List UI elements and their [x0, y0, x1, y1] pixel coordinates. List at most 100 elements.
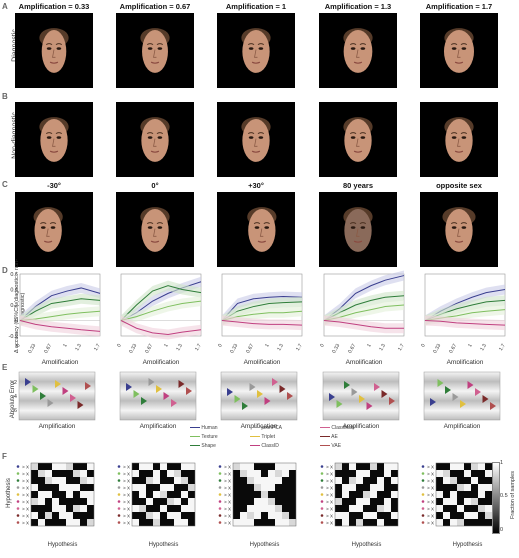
matrix-rowdot-2-4 — [218, 493, 222, 496]
matrix-cell-0-1 — [38, 463, 45, 470]
matrix-cell-2-62 — [289, 505, 296, 512]
matrix-cell-1-18 — [132, 477, 139, 484]
ci-band-0-0 — [20, 282, 100, 326]
matrix-cell-1-73 — [139, 519, 146, 526]
matrix-cell-0-73 — [38, 519, 45, 526]
matrix-rowdot-0-3 — [16, 486, 20, 489]
matrix-cell-1-67 — [160, 512, 167, 519]
matrix-cell-1-75 — [153, 519, 160, 526]
error-marker-4-0 — [430, 398, 436, 406]
error-marker-3-8 — [389, 397, 395, 405]
error-marker-1-3 — [148, 378, 155, 386]
matrix-cell-0-30 — [52, 484, 59, 491]
matrix-rowmark-1-3: > X — [123, 486, 130, 491]
matrix-rowmark-1-4: > X — [123, 493, 130, 498]
matrix-rowmark-4-2: > X — [427, 479, 434, 484]
matrix-cell-1-6 — [174, 463, 181, 470]
matrix-frame-2 — [232, 462, 297, 527]
matrix-cell-2-42 — [275, 491, 282, 498]
error-marker-3-5 — [366, 402, 373, 410]
matrix-cell-3-55 — [342, 505, 349, 512]
matrix-cell-4-14 — [471, 470, 478, 477]
panel-letter-e: E — [2, 363, 8, 372]
matrix-cell-0-47 — [45, 498, 52, 505]
matrix-cell-3-76 — [363, 519, 370, 526]
matrix-cell-0-16 — [80, 470, 87, 477]
matrix-cell-4-30 — [457, 484, 464, 491]
error-marker-1-7 — [178, 380, 185, 388]
matrix-rowmark-4-4: > X — [427, 493, 434, 498]
matrix-rowdot-4-6 — [421, 507, 425, 510]
line-xtick-3-1: 0.33 — [331, 343, 341, 355]
matrix-xlabel-4: Hypothesis — [453, 542, 483, 548]
colorbar-tick-05: 0.5 — [500, 493, 508, 499]
face-nondiagnostic-4 — [420, 102, 498, 177]
line-xtick-2-3: 1 — [264, 343, 271, 349]
matrix-cell-1-13 — [160, 470, 167, 477]
line-xtick-3-0: 0 — [319, 343, 326, 349]
matrix-cell-1-11 — [146, 470, 153, 477]
matrix-rowmark-4-0: > X — [427, 465, 434, 470]
matrix-cell-0-27 — [31, 484, 38, 491]
matrix-cell-1-27 — [132, 484, 139, 491]
error-marker-2-7 — [279, 385, 286, 393]
matrix-cell-4-41 — [471, 491, 478, 498]
series-line-3-3 — [323, 320, 404, 329]
matrix-rowdot-4-5 — [421, 500, 425, 503]
matrix-cell-1-44 — [188, 491, 195, 498]
matrix-rowmark-3-2: > X — [326, 479, 333, 484]
error-marker-4-5 — [467, 381, 474, 389]
matrix-cell-4-48 — [457, 498, 464, 505]
matrix-xlabel-3: Hypothesis — [352, 542, 382, 548]
matrix-cell-0-55 — [38, 505, 45, 512]
matrix-cell-3-44 — [391, 491, 398, 498]
matrix-cell-1-1 — [139, 463, 146, 470]
matrix-cell-4-42 — [478, 491, 485, 498]
matrix-cell-2-13 — [261, 470, 268, 477]
matrix-cell-4-31 — [464, 484, 471, 491]
matrix-cell-2-54 — [233, 505, 240, 512]
face-transform-3 — [319, 192, 397, 267]
matrix-cell-0-43 — [80, 491, 87, 498]
title-80years: 80 years — [342, 181, 374, 190]
matrix-rowdot-3-7 — [320, 514, 324, 517]
matrix-rowdot-1-3 — [117, 486, 121, 489]
matrix-rowmark-3-5: > X — [326, 500, 333, 505]
matrix-cell-2-72 — [233, 519, 240, 526]
matrix-cell-1-31 — [160, 484, 167, 491]
matrix-cell-0-4 — [59, 463, 66, 470]
line-xtick-4-0: 0 — [420, 343, 427, 349]
matrix-cell-0-29 — [45, 484, 52, 491]
matrix-cell-0-45 — [31, 498, 38, 505]
matrix-cell-3-2 — [349, 463, 356, 470]
matrix-cell-2-59 — [268, 505, 275, 512]
matrix-cell-3-6 — [377, 463, 384, 470]
matrix-rowdot-3-4 — [320, 493, 324, 496]
matrix-cell-2-5 — [268, 463, 275, 470]
matrix-cell-4-68 — [471, 512, 478, 519]
error-marker-3-6 — [374, 383, 380, 391]
title-minus30: -30° — [47, 181, 61, 190]
matrix-cell-1-17 — [188, 470, 195, 477]
matrix-cell-2-49 — [261, 498, 268, 505]
matrix-cell-3-13 — [363, 470, 370, 477]
matrix-cell-3-28 — [342, 484, 349, 491]
matrix-rowmark-2-0: > X — [224, 465, 231, 470]
matrix-cell-1-14 — [167, 470, 174, 477]
matrix-rowdot-0-8 — [16, 521, 20, 524]
error-marker-1-5 — [163, 392, 170, 400]
matrix-cell-4-46 — [443, 498, 450, 505]
matrix-cell-3-8 — [391, 463, 398, 470]
matrix-cell-4-22 — [464, 477, 471, 484]
matrix-cell-1-3 — [153, 463, 160, 470]
matrix-cell-1-48 — [153, 498, 160, 505]
matrix-cell-2-18 — [233, 477, 240, 484]
error-marker-2-4 — [257, 390, 263, 398]
error-marker-4-3 — [452, 393, 459, 401]
matrix-cell-4-23 — [471, 477, 478, 484]
matrix-rowdot-2-8 — [218, 521, 222, 524]
error-ytick-1: .4 — [12, 394, 17, 400]
matrix-cell-1-49 — [160, 498, 167, 505]
matrix-cell-3-67 — [363, 512, 370, 519]
matrix-cell-0-23 — [66, 477, 73, 484]
